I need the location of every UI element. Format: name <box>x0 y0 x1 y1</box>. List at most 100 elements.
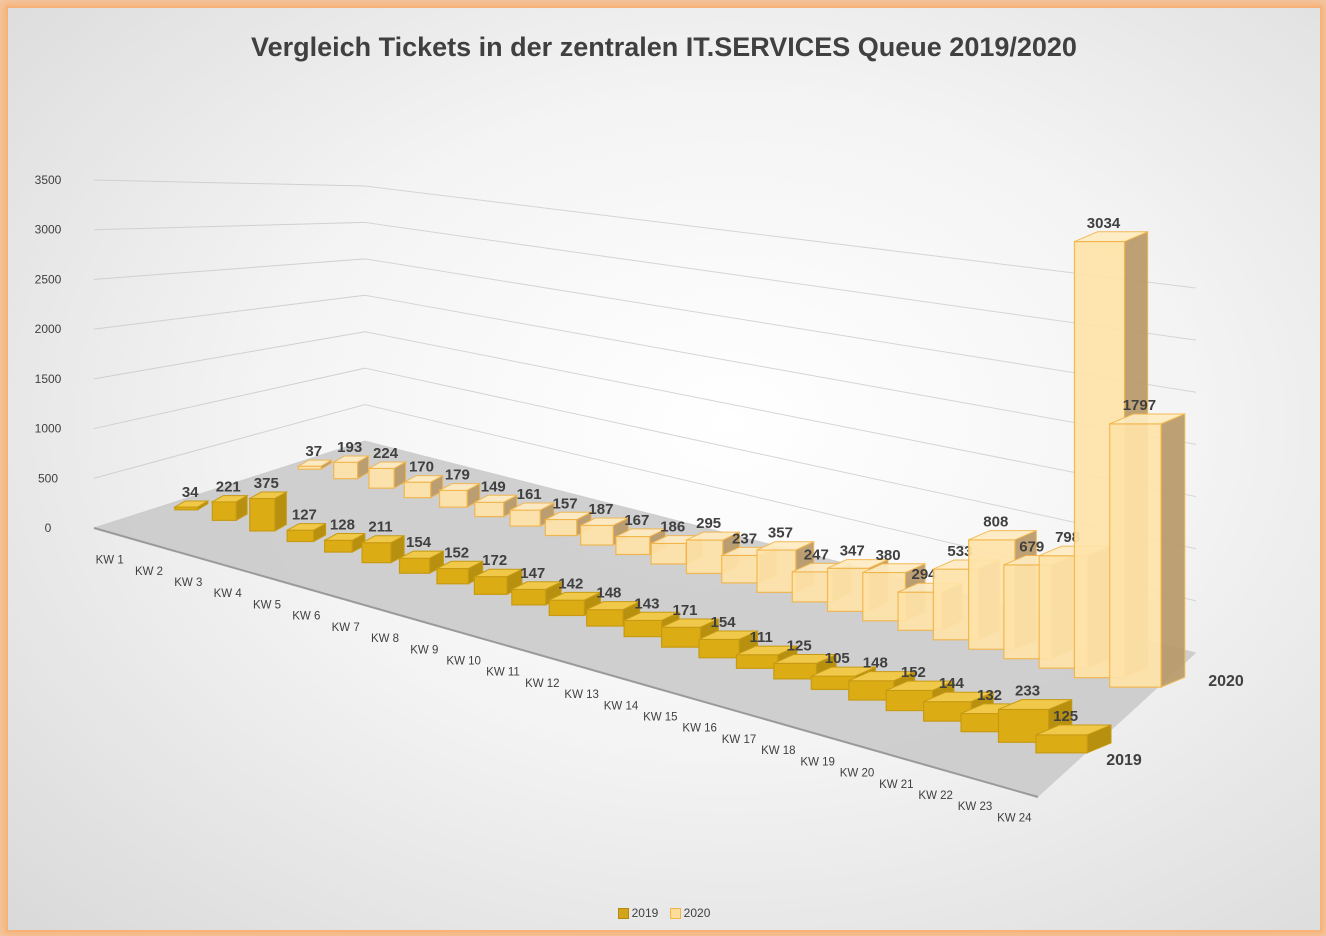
bar-2020 <box>1109 423 1162 688</box>
x-axis-line <box>93 527 1039 798</box>
x-tick-label: KW 13 <box>564 689 599 701</box>
bar-top-2020 <box>439 483 481 491</box>
data-label-2020: 193 <box>337 439 362 456</box>
bar-top-2019 <box>474 568 523 578</box>
bar-2020 <box>544 518 578 537</box>
data-label-2019: 148 <box>596 585 621 602</box>
bar-top-2019 <box>286 523 326 531</box>
gridline-back <box>364 185 1197 289</box>
bar-top-2019 <box>773 654 837 664</box>
chart-plot: 0 500 1000 1500 2000 2500 3000 3500 37 193 224 170 1… <box>35 173 1244 824</box>
gridline-back <box>364 258 1197 393</box>
bar-top-2020 <box>1074 231 1148 243</box>
data-label-2020: 237 <box>732 530 757 547</box>
gridline-left <box>93 221 366 231</box>
gridline-left <box>93 404 366 479</box>
bar-2019 <box>361 542 392 564</box>
x-tick-label: KW 23 <box>958 801 993 813</box>
data-label-2020: 808 <box>983 514 1008 531</box>
bar-top-2020 <box>615 528 666 538</box>
bar-2020 <box>333 461 359 480</box>
legend-item-2020[interactable]: 2020 <box>669 906 711 920</box>
bar-top-2019 <box>436 560 483 570</box>
x-tick-label: KW 17 <box>722 734 757 746</box>
data-label-2020: 157 <box>553 495 578 512</box>
data-label-2019: 148 <box>863 655 888 672</box>
gridline-left <box>93 294 366 330</box>
data-label-2020: 247 <box>804 546 829 563</box>
data-label-2019: 375 <box>254 475 279 492</box>
y-tick-label: 3000 <box>35 223 62 237</box>
bar-2020 <box>721 554 760 584</box>
bar-2020 <box>615 535 651 556</box>
x-tick-label: KW 18 <box>761 745 796 757</box>
x-tick-label: KW 19 <box>800 756 835 768</box>
bar-2019 <box>660 626 702 648</box>
bar-2019 <box>997 708 1050 743</box>
x-tick-label: KW 11 <box>486 667 520 679</box>
bar-top-2020 <box>474 494 518 503</box>
bar-2019 <box>623 619 663 638</box>
data-label-2019: 233 <box>1015 683 1040 700</box>
gridline-back <box>364 294 1197 445</box>
x-tick-label: KW 16 <box>682 723 717 735</box>
x-tick-label: KW 5 <box>253 599 281 611</box>
bar-2019 <box>436 567 469 585</box>
gridline-left <box>93 331 366 380</box>
bar-2020 <box>509 509 541 527</box>
bar-top-2020 <box>331 455 371 463</box>
bar-top-2019 <box>247 491 289 499</box>
bar-top-2020 <box>404 475 443 483</box>
data-label-2019: 128 <box>330 517 355 534</box>
depth-label-2019: 2019 <box>1106 752 1142 769</box>
x-tick-label: KW 2 <box>135 566 163 578</box>
gridline-left <box>93 258 366 280</box>
bar-2019 <box>473 576 508 595</box>
data-label-2019: 132 <box>977 687 1002 704</box>
data-label-2020: 187 <box>588 501 613 518</box>
x-tick-label: KW 6 <box>292 611 320 623</box>
bar-2020 <box>650 542 687 565</box>
bar-top-2019 <box>736 645 798 656</box>
bar-top-2019 <box>811 666 876 677</box>
x-tick-label: KW 24 <box>997 812 1032 824</box>
legend-swatch-2019 <box>617 908 629 920</box>
data-label-2019: 111 <box>749 629 772 646</box>
data-label-2020: 295 <box>696 515 721 532</box>
legend-label-2020: 2020 <box>683 906 711 920</box>
bar-2019 <box>698 638 740 659</box>
bar-side-2020 <box>1160 413 1186 688</box>
bar-2019 <box>773 662 818 680</box>
gridline-back <box>364 221 1197 341</box>
data-label-2020: 380 <box>876 547 901 564</box>
x-tick-label: KW 15 <box>643 712 678 724</box>
x-tick-label: KW 3 <box>174 577 202 589</box>
data-label-2019: 125 <box>787 638 812 655</box>
bar-top-2019 <box>885 680 955 691</box>
data-label-2020: 167 <box>624 512 649 529</box>
x-tick-label: KW 21 <box>879 779 914 791</box>
x-tick-label: KW 22 <box>918 790 953 802</box>
chart-title: Vergleich Tickets in der zentralen IT.SE… <box>251 32 1077 62</box>
bar-2019 <box>324 539 353 553</box>
x-tick-label: KW 10 <box>446 655 481 667</box>
bar-top-2019 <box>399 550 444 559</box>
x-tick-label: KW 9 <box>410 644 438 656</box>
bar-top-2019 <box>848 671 915 682</box>
bar-top-2019 <box>549 591 601 601</box>
bar-2019 <box>249 497 276 532</box>
bar-top-2020 <box>1109 413 1185 425</box>
bar-2019 <box>586 609 624 627</box>
y-tick-label: 1000 <box>35 422 62 436</box>
data-label-2020: 533 <box>947 543 972 560</box>
y-tick-label: 1500 <box>35 372 62 386</box>
chart-frame: Vergleich Tickets in der zentralen IT.SE… <box>6 6 1322 932</box>
y-tick-label: 500 <box>38 471 58 485</box>
y-tick-label: 2000 <box>35 322 62 336</box>
x-tick-label: KW 1 <box>96 555 124 567</box>
data-label-2020: 357 <box>768 525 793 542</box>
data-label-2020: 186 <box>660 519 685 536</box>
data-label-2019: 171 <box>672 602 697 619</box>
bar-2019 <box>1035 734 1088 754</box>
legend-item-2019[interactable]: 2019 <box>617 906 658 920</box>
